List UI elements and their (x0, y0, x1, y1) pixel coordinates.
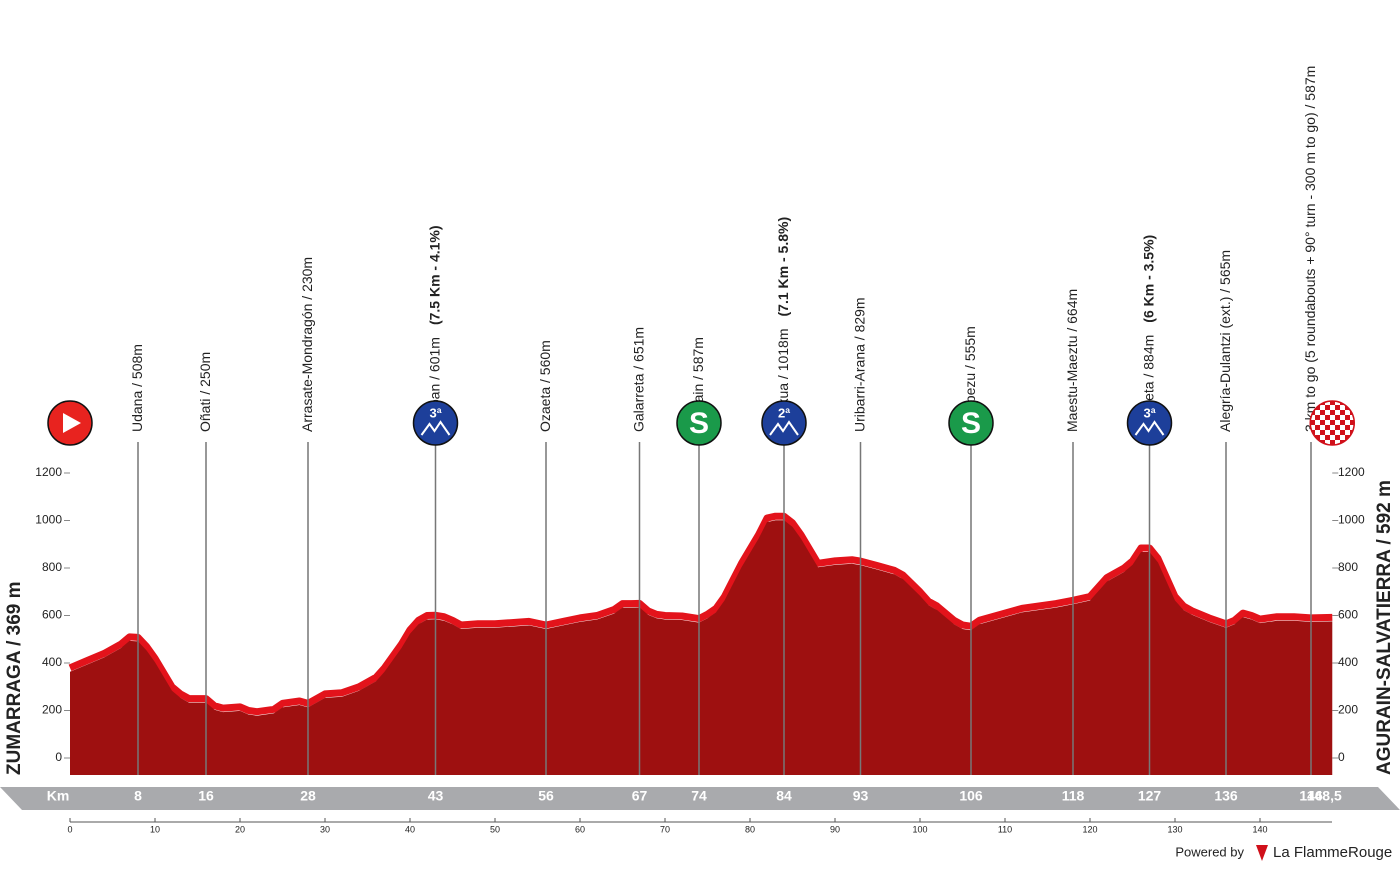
waypoint-km: 56 (538, 788, 554, 804)
x-tick-label: 10 (150, 824, 160, 834)
kom-category: 2ª (778, 405, 790, 420)
waypoint-name: Maestu-Maeztu / 664m (1064, 289, 1080, 432)
waypoint-name: Opakua / 1018m(7.1 Km - 5.8%) (775, 217, 791, 432)
x-tick-label: 50 (490, 824, 500, 834)
x-tick-label: 20 (235, 824, 245, 834)
climb-info: (6 Km - 3.5%) (1140, 235, 1156, 323)
waypoint-name: Oñati / 250m (197, 352, 213, 432)
waypoint-km: 106 (959, 788, 983, 804)
waypoint-name-text: Oñati / 250m (197, 352, 213, 432)
y-tick-label: 200 (1338, 703, 1358, 717)
x-tick-label: 140 (1252, 824, 1267, 834)
distance-label: 148,5 (1307, 788, 1342, 804)
x-tick-label: 130 (1167, 824, 1182, 834)
x-tick-label: 40 (405, 824, 415, 834)
y-tick-label: 800 (42, 560, 62, 574)
kom-category: 3ª (429, 405, 441, 420)
x-tick-label: 80 (745, 824, 755, 834)
waypoint-name: Udana / 508m (129, 344, 145, 432)
waypoint-km: 28 (300, 788, 316, 804)
x-tick-label: 60 (575, 824, 585, 834)
waypoint-name: Alegría-Dulantzi (ext.) / 565m (1217, 250, 1233, 432)
profile-area (70, 520, 1333, 775)
waypoint-name-text: Uribarri-Arana / 829m (851, 297, 867, 432)
x-tick-label: 70 (660, 824, 670, 834)
waypoint-name: Arrasate-Mondragón / 230m (299, 257, 315, 432)
x-tick-label: 0 (67, 824, 72, 834)
powered-by: Powered by (1175, 844, 1244, 859)
y-tick-label: 0 (1338, 750, 1345, 764)
waypoint-name-text: Alegría-Dulantzi (ext.) / 565m (1217, 250, 1233, 432)
y-tick-label: 1200 (1338, 465, 1365, 479)
waypoint-name-text: Maestu-Maeztu / 664m (1064, 289, 1080, 432)
waypoint-name-text: Arrasate-Mondragón / 230m (299, 257, 315, 432)
waypoint-name-text: Udana / 508m (129, 344, 145, 432)
kom-category: 3ª (1143, 405, 1155, 420)
waypoint-km: 43 (428, 788, 444, 804)
waypoint-name-text: Galarreta / 651m (630, 327, 646, 432)
finish-label: AGURAIN-SALVATIERRA / 592 m (1374, 480, 1395, 775)
waypoint-km: 118 (1062, 788, 1085, 804)
waypoint-km: 93 (853, 788, 869, 804)
waypoint-km: 146 (1299, 788, 1323, 804)
x-tick-label: 100 (912, 824, 927, 834)
km-label: Km (47, 788, 70, 804)
y-tick-label: 200 (42, 703, 62, 717)
x-tick-label: 110 (998, 824, 1012, 834)
y-tick-label: 1000 (1338, 513, 1365, 527)
x-tick-label: 30 (320, 824, 330, 834)
y-tick-label: 0 (55, 750, 62, 764)
x-tick-label: 120 (1082, 824, 1097, 834)
waypoint-name: Galarreta / 651m (630, 327, 646, 432)
waypoint-km: 127 (1138, 788, 1162, 804)
sprint-icon (676, 400, 722, 446)
climb-info: (7.5 Km - 4.1%) (426, 225, 442, 325)
start-label: ZUMARRAGA / 369 m (4, 581, 25, 775)
finish-icon (1309, 400, 1355, 446)
kom-mountain (420, 420, 451, 436)
waypoint-km: 8 (134, 788, 142, 804)
y-tick-label: 1200 (35, 465, 62, 479)
waypoint-name: Uribarri-Arana / 829m (851, 297, 867, 432)
waypoint-km: 136 (1214, 788, 1238, 804)
sprint-icon (948, 400, 994, 446)
y-tick-label: 800 (1338, 560, 1358, 574)
waypoint-name: Ozaeta / 560m (537, 340, 553, 432)
climb-info: (7.1 Km - 5.8%) (775, 217, 791, 317)
kom-icon (1126, 400, 1173, 446)
y-tick-label: 400 (42, 655, 62, 669)
sprint-label: S (689, 407, 709, 440)
y-tick-label: 400 (1338, 655, 1358, 669)
km-bar (0, 787, 1400, 810)
waypoint-name: 3 km to go (5 roundabouts + 90° turn - 3… (1302, 66, 1318, 432)
y-tick-label: 600 (42, 608, 62, 622)
waypoint-km: 74 (691, 788, 707, 804)
waypoint-km: 84 (776, 788, 792, 804)
brand-logo (1256, 845, 1268, 861)
sprint-label: S (961, 407, 981, 440)
brand: La FlammeRouge (1273, 844, 1392, 861)
kom-mountain (769, 420, 799, 436)
waypoint-name-text: Ozaeta / 560m (537, 340, 553, 432)
kom-icon (412, 400, 459, 446)
y-tick-label: 1000 (35, 513, 62, 527)
waypoint-name-text: 3 km to go (5 roundabouts + 90° turn - 3… (1302, 66, 1318, 432)
kom-icon (761, 400, 807, 446)
start-arrow (63, 413, 81, 433)
profile-edge (68, 512, 1333, 716)
waypoint-km: 67 (632, 788, 648, 804)
x-tick-label: 90 (830, 824, 840, 834)
waypoint-km: 16 (198, 788, 214, 804)
y-tick-label: 600 (1338, 608, 1358, 622)
kom-mountain (1134, 420, 1165, 436)
